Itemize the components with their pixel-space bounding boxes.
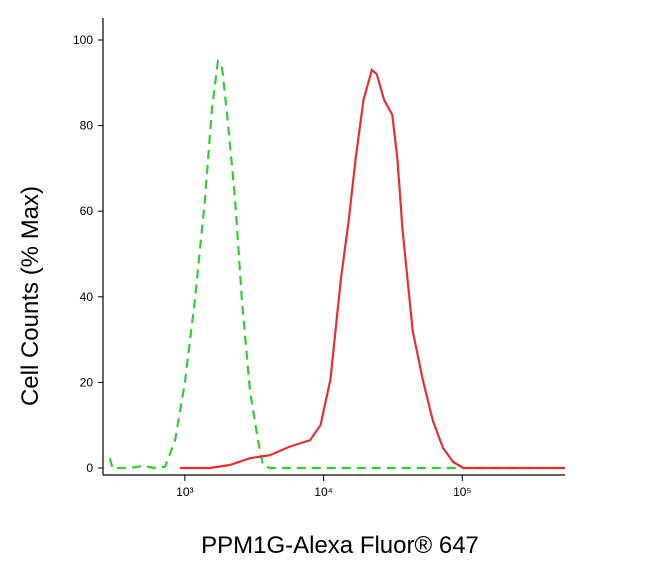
- x-tick-label: 10⁴: [314, 485, 333, 499]
- y-tick-label: 20: [80, 375, 94, 389]
- y-tick-label: 40: [80, 290, 94, 304]
- x-axis-title: PPM1G-Alexa Fluor® 647: [201, 532, 479, 559]
- y-tick-label: 80: [80, 119, 94, 133]
- series-line: [179, 68, 565, 470]
- y-axis-title: Cell Counts (% Max): [17, 186, 44, 406]
- y-tick-label: 0: [86, 461, 93, 475]
- series-line: [108, 58, 565, 470]
- x-tick-label: 10⁵: [453, 485, 471, 499]
- y-tick-label: 60: [80, 204, 94, 218]
- y-tick-label: 100: [73, 33, 93, 47]
- x-tick-label: 10³: [176, 485, 193, 499]
